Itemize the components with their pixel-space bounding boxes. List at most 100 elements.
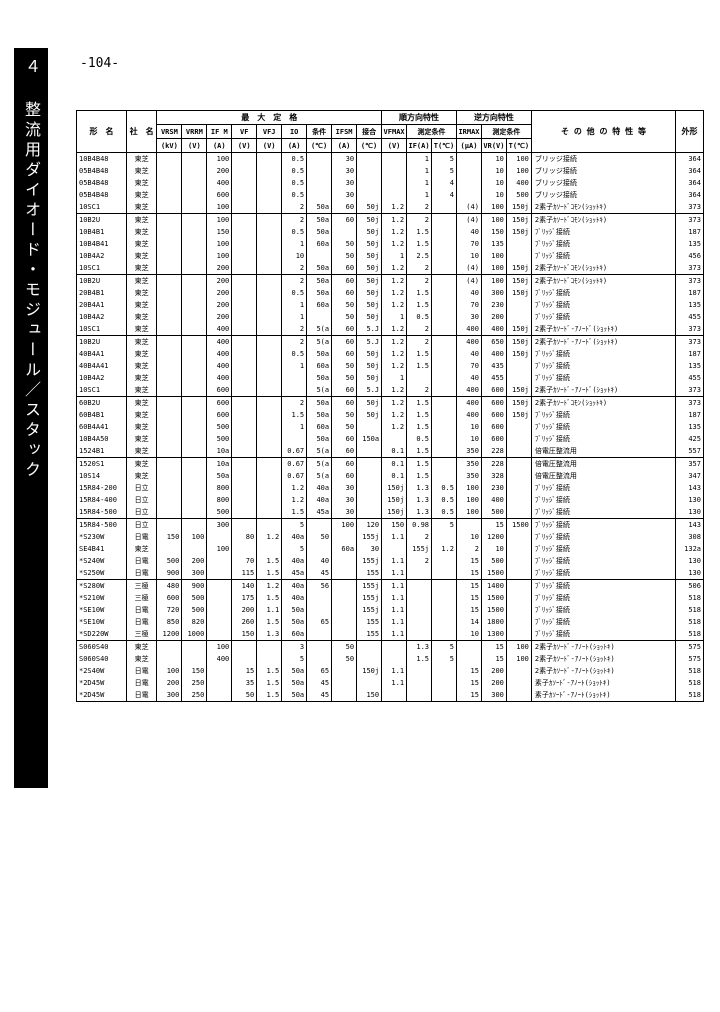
- cell-data: 10a: [207, 445, 232, 458]
- cell-data: [257, 299, 282, 311]
- cell-data: 2: [457, 543, 482, 555]
- cell-data: [232, 372, 257, 384]
- page-number: -104-: [80, 56, 119, 71]
- cell-data: [182, 543, 207, 555]
- cell-data: 1.5: [257, 616, 282, 628]
- cell-data: 350: [457, 470, 482, 482]
- table-row: 10B4A2東芝100105050j12.510100ﾌﾞﾘｯｼﾞ接続456: [77, 250, 704, 262]
- cell-data: [282, 433, 307, 445]
- cell-data: [357, 458, 382, 471]
- cell-data: 0.5: [432, 494, 457, 506]
- cell-data: 1.5: [282, 409, 307, 421]
- cell-data: [506, 470, 531, 482]
- cell-data: 228: [481, 445, 506, 458]
- cell-maker: 東芝: [126, 470, 157, 482]
- cell-data: 1: [282, 421, 307, 433]
- cell-data: 1200: [157, 628, 182, 641]
- cell-data: 1.1: [382, 616, 407, 628]
- cell-data: 15: [457, 665, 482, 677]
- cell-data: 200: [207, 299, 232, 311]
- cell-data: (4): [457, 201, 482, 214]
- cell-data: 100: [182, 531, 207, 543]
- cell-data: 200: [207, 165, 232, 177]
- table-row: 15R84-500日立5001.545a30150j1.30.5100500ﾌﾞ…: [77, 506, 704, 519]
- cell-data: [157, 287, 182, 299]
- cell-data: 40a: [282, 531, 307, 543]
- cell-data: 800: [207, 494, 232, 506]
- cell-out: 130: [676, 494, 704, 506]
- cell-data: [157, 543, 182, 555]
- cell-data: [182, 153, 207, 166]
- cell-desc: ﾌﾞﾘｯｼﾞ接続: [531, 531, 675, 543]
- cell-data: 100: [457, 482, 482, 494]
- table-row: 10B4A2東芝40050a5050j140455ﾌﾞﾘｯｼﾞ接続455: [77, 372, 704, 384]
- cell-data: 2.5: [407, 250, 432, 262]
- cell-data: [182, 470, 207, 482]
- cell-maker: 日立: [126, 519, 157, 532]
- cell-data: 50j: [357, 226, 382, 238]
- cell-data: 70: [457, 360, 482, 372]
- cell-data: 100: [481, 262, 506, 275]
- table-row: *SD220W三極120010001501.360a1551.1101300ﾌﾞ…: [77, 628, 704, 641]
- cell-desc: ブリッジ接続: [531, 189, 675, 201]
- cell-data: 100: [481, 250, 506, 262]
- cell-data: [432, 689, 457, 702]
- cell-data: [157, 641, 182, 654]
- cell-data: 60: [332, 275, 357, 288]
- cell-data: 150: [232, 628, 257, 641]
- cell-data: 80: [232, 531, 257, 543]
- cell-data: [157, 299, 182, 311]
- table-row: 60B4A41東芝500160a501.21.510600ﾌﾞﾘｯｼﾞ接続135: [77, 421, 704, 433]
- cell-out: 143: [676, 519, 704, 532]
- cell-data: 1.5: [407, 360, 432, 372]
- cell-data: 50j: [357, 397, 382, 410]
- cell-data: 900: [157, 567, 182, 580]
- cell-desc: ﾌﾞﾘｯｼﾞ接続: [531, 372, 675, 384]
- cell-data: [182, 506, 207, 519]
- cell-model: 40B4A41: [77, 360, 127, 372]
- cell-data: [157, 482, 182, 494]
- cell-data: 5(a: [307, 384, 332, 397]
- cell-data: [182, 238, 207, 250]
- cell-data: 100: [506, 653, 531, 665]
- cell-data: [506, 372, 531, 384]
- cell-data: 600: [157, 592, 182, 604]
- cell-data: 1800: [481, 616, 506, 628]
- cell-data: [232, 287, 257, 299]
- cell-data: 30: [332, 177, 357, 189]
- cell-data: [207, 531, 232, 543]
- cell-data: 50j: [357, 275, 382, 288]
- cell-data: 50: [307, 531, 332, 543]
- cell-maker: 東芝: [126, 262, 157, 275]
- cell-data: [506, 506, 531, 519]
- table-body: 10B4B48東芝1000.5301510100ブリッジ接続36405B4B48…: [77, 153, 704, 702]
- cell-data: 600: [207, 409, 232, 421]
- cell-data: [157, 165, 182, 177]
- cell-out: 373: [676, 201, 704, 214]
- cell-data: [157, 397, 182, 410]
- cell-data: 5: [432, 641, 457, 654]
- cell-data: 10: [481, 177, 506, 189]
- cell-data: 0.98: [407, 519, 432, 532]
- cell-out: 518: [676, 628, 704, 641]
- spec-table: 形 名 社 名 最 大 定 格 順方向特性 逆方向特性 そ の 他 の 特 性 …: [76, 110, 704, 702]
- cell-data: 150j: [506, 275, 531, 288]
- cell-out: 373: [676, 384, 704, 397]
- cell-data: 50: [332, 238, 357, 250]
- cell-data: 400: [506, 177, 531, 189]
- cell-data: 150j: [382, 482, 407, 494]
- cell-data: 4: [432, 189, 457, 201]
- cell-data: 1.5: [407, 299, 432, 311]
- cell-data: 400: [457, 336, 482, 349]
- cell-out: 456: [676, 250, 704, 262]
- cell-data: [506, 665, 531, 677]
- cell-data: [357, 177, 382, 189]
- cell-data: [257, 262, 282, 275]
- cell-data: [182, 360, 207, 372]
- cell-data: 400: [457, 409, 482, 421]
- cell-data: [257, 238, 282, 250]
- cell-desc: 2素子ｶｿｰﾄﾞ-ｱﾉｰﾄﾞ(ｼｮｯﾄｷ): [531, 384, 675, 397]
- cell-data: 35: [232, 677, 257, 689]
- cell-data: 50a: [307, 275, 332, 288]
- cell-data: [207, 555, 232, 567]
